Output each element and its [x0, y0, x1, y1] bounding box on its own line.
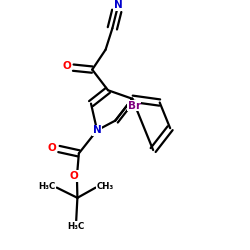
Text: H₃C: H₃C: [38, 182, 56, 191]
Text: O: O: [48, 143, 56, 153]
Text: O: O: [70, 171, 78, 181]
Text: O: O: [62, 62, 71, 72]
Text: N: N: [93, 125, 102, 135]
Text: H₃C: H₃C: [68, 222, 85, 231]
Text: CH₃: CH₃: [97, 182, 114, 191]
Text: Br: Br: [128, 100, 141, 110]
Text: N: N: [114, 0, 122, 10]
